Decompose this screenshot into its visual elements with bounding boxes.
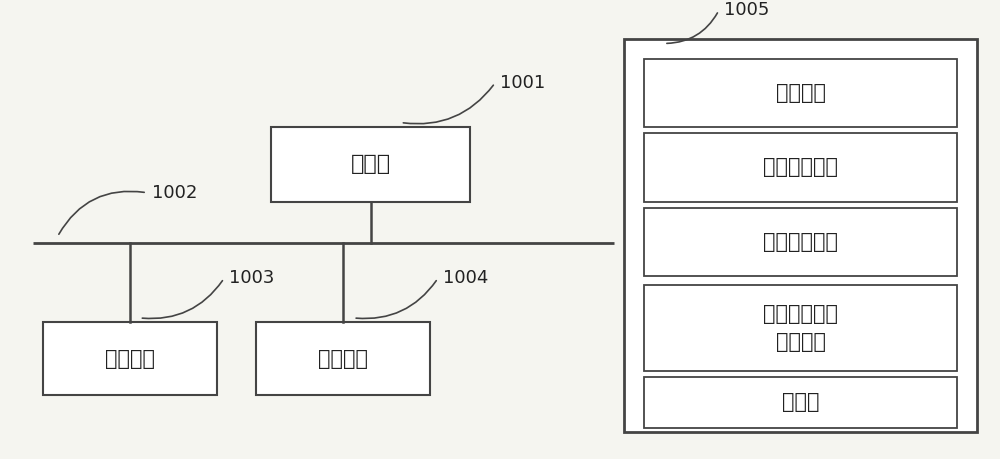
Text: 存储器: 存储器 [782,392,820,413]
Bar [644,285,957,370]
Text: 操作系统: 操作系统 [776,83,826,103]
Bar [271,127,470,202]
Bar [256,322,430,395]
Text: 网络通信模块: 网络通信模块 [763,157,838,178]
Bar [644,59,957,127]
Text: 用户接口: 用户接口 [105,348,155,369]
Text: 1001: 1001 [500,74,545,92]
Bar [644,134,957,202]
Bar [624,39,977,432]
Text: 1002: 1002 [152,184,197,202]
Bar [43,322,217,395]
Text: 屏幕显示状态
检测程序: 屏幕显示状态 检测程序 [763,304,838,352]
Text: 1004: 1004 [443,269,488,287]
Bar [644,377,957,428]
Text: 处理器: 处理器 [351,154,391,174]
Text: 1005: 1005 [724,1,769,19]
Text: 1003: 1003 [229,269,274,287]
Bar [644,208,957,276]
Text: 用户接口模块: 用户接口模块 [763,232,838,252]
Text: 网络接口: 网络接口 [318,348,368,369]
